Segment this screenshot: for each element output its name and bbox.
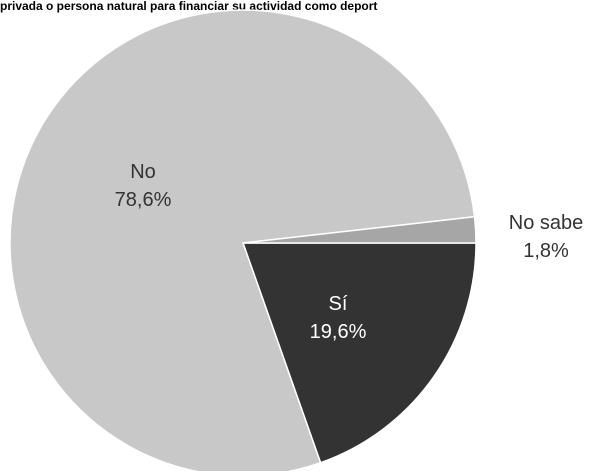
slice-value-s-: 19,6% — [310, 321, 367, 343]
pie-slice-no-sabe — [242, 215, 477, 244]
slice-label-no: No — [130, 161, 156, 183]
slice-label-s-: Sí — [329, 293, 348, 315]
slice-value-no-sabe: 1,8% — [523, 240, 569, 262]
slice-label-no-sabe: No sabe — [509, 212, 584, 234]
chart-title: privada o persona natural para financiar… — [0, 0, 378, 13]
pie-slice-no — [9, 9, 476, 471]
slice-value-no: 78,6% — [115, 189, 172, 211]
